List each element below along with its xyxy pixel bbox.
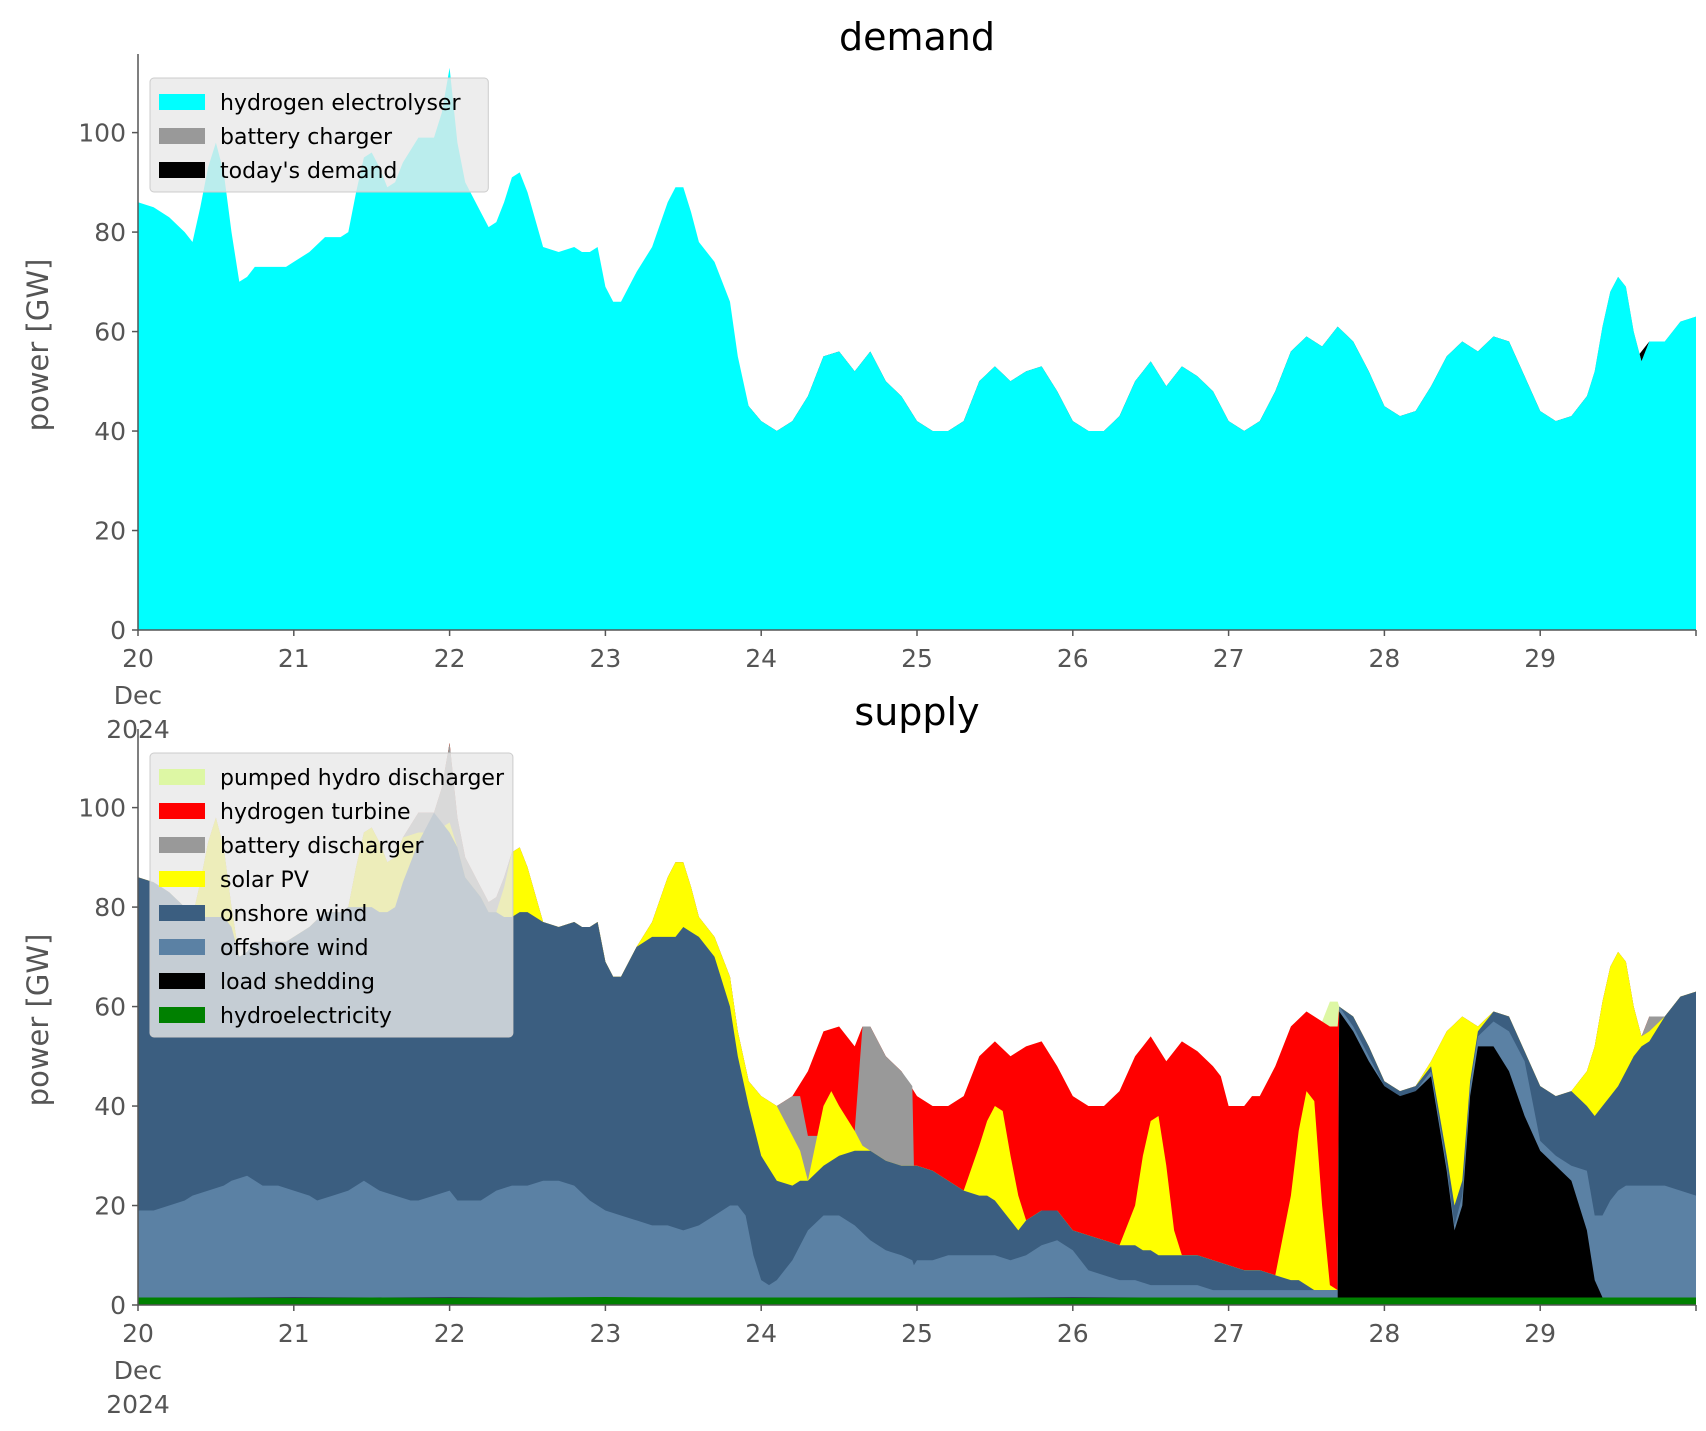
supply-legend: pumped hydro discharger hydrogen turbine b… [149, 752, 514, 1038]
area-offshore-wind [138, 1006, 1696, 1305]
y-tick-label: 20 [94, 1192, 126, 1221]
legend-label-load-shedding: load shedding [220, 970, 375, 995]
x-tick-label: 25 [901, 644, 933, 673]
area-onshore-wind [138, 812, 1696, 1305]
legend-swatch-offshore-wind [159, 939, 205, 955]
legend-box [149, 752, 514, 1038]
legend-label-hydrogen-turbine: hydrogen turbine [220, 800, 411, 825]
x-tick-label: 24 [745, 644, 777, 673]
x-tick-label: 20 [122, 644, 154, 673]
legend-label-onshore-wind: onshore wind [220, 902, 367, 927]
legend-label-pumped-hydro-discharger: pumped hydro discharger [220, 766, 505, 791]
legend-swatch-hydrogen-turbine [159, 803, 205, 819]
x-tick-sublabel: Dec [114, 681, 162, 710]
x-tick-label: 23 [589, 1319, 621, 1348]
demand-panel: demand power [GW] 02040608010020Dec20242… [21, 15, 1697, 744]
legend-swatch-hydrogen-electrolyser [159, 94, 205, 110]
legend-label-today-s-demand: today's demand [220, 159, 397, 184]
y-tick-label: 20 [94, 517, 126, 546]
legend-label-hydrogen-electrolyser: hydrogen electrolyser [220, 91, 461, 116]
x-tick-label: 28 [1368, 644, 1400, 673]
x-tick-label: 27 [1213, 1319, 1245, 1348]
y-tick-label: 60 [94, 993, 126, 1022]
legend-label-hydroelectricity: hydroelectricity [220, 1004, 392, 1029]
area-hydroelectricity [138, 1297, 1696, 1305]
chart-title-demand: demand [839, 15, 995, 59]
y-tick-label: 80 [94, 218, 126, 247]
x-tick-sublabel: 2024 [106, 1390, 170, 1419]
x-tick-label: 28 [1368, 1319, 1400, 1348]
legend-swatch-battery-charger [159, 128, 205, 144]
y-axis-label-demand: power [GW] [21, 259, 55, 432]
y-tick-label: 40 [94, 1092, 126, 1121]
x-tick-label: 29 [1524, 644, 1556, 673]
y-tick-label: 60 [94, 318, 126, 347]
y-tick-label: 100 [78, 119, 126, 148]
legend-swatch-pumped-hydro-discharger [159, 769, 205, 785]
legend-label-battery-charger: battery charger [220, 125, 393, 150]
x-tick-label: 29 [1524, 1319, 1556, 1348]
x-tick-label: 21 [278, 1319, 310, 1348]
supply-areas [138, 742, 1696, 1305]
legend-swatch-onshore-wind [159, 905, 205, 921]
legend-swatch-today-s-demand [159, 162, 205, 178]
x-tick-label: 24 [745, 1319, 777, 1348]
demand-areas [138, 67, 1696, 630]
x-tick-label: 22 [434, 644, 466, 673]
x-tick-label: 27 [1213, 644, 1245, 673]
x-tick-label: 23 [589, 644, 621, 673]
x-tick-label: 20 [122, 1319, 154, 1348]
legend-swatch-solar-pv [159, 871, 205, 887]
x-tick-sublabel: Dec [114, 1356, 162, 1385]
legend-swatch-battery-discharger [159, 837, 205, 853]
legend-box [149, 77, 489, 193]
y-tick-label: 80 [94, 893, 126, 922]
x-tick-label: 22 [434, 1319, 466, 1348]
y-axis-label-supply: power [GW] [21, 934, 55, 1107]
area-load-shedding [138, 1011, 1696, 1305]
x-tick-label: 25 [901, 1319, 933, 1348]
legend-label-battery-discharger: battery discharger [220, 834, 425, 859]
y-tick-label: 40 [94, 417, 126, 446]
y-tick-label: 0 [110, 1291, 126, 1320]
chart-title-supply: supply [854, 690, 979, 734]
y-tick-label: 100 [78, 794, 126, 823]
supply-panel: supply power [GW] 02040608010020Dec20242… [21, 690, 1697, 1419]
legend-swatch-load-shedding [159, 973, 205, 989]
legend-swatch-hydroelectricity [159, 1007, 205, 1023]
x-tick-label: 26 [1057, 644, 1089, 673]
legend-label-offshore-wind: offshore wind [220, 936, 369, 961]
area-hydrogen-electrolyser [138, 67, 1696, 630]
x-tick-label: 26 [1057, 1319, 1089, 1348]
y-tick-label: 0 [110, 616, 126, 645]
demand-legend: hydrogen electrolyser battery charger toda… [149, 77, 489, 193]
legend-label-solar-pv: solar PV [220, 868, 309, 893]
x-tick-label: 21 [278, 644, 310, 673]
